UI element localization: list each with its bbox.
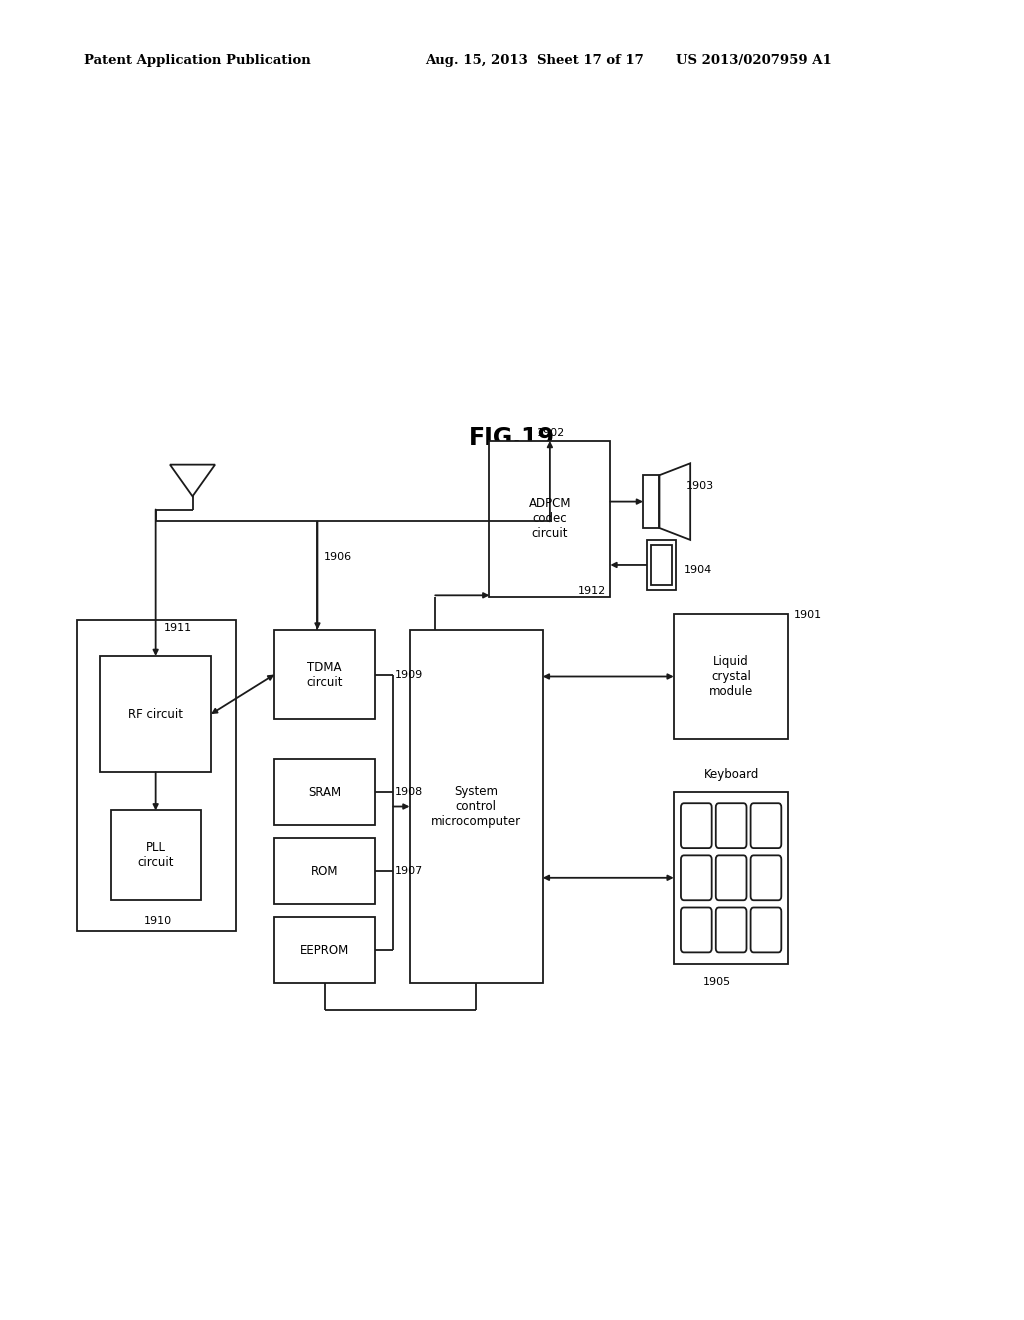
Bar — [489, 441, 610, 597]
Text: 1902: 1902 — [537, 428, 565, 438]
FancyBboxPatch shape — [751, 908, 781, 953]
Bar — [674, 792, 788, 964]
Text: 1908: 1908 — [395, 787, 424, 797]
Text: EEPROM: EEPROM — [300, 944, 349, 957]
Bar — [647, 540, 676, 590]
Text: System
control
microcomputer: System control microcomputer — [431, 785, 521, 828]
Text: SRAM: SRAM — [308, 785, 341, 799]
Text: 1912: 1912 — [578, 586, 606, 597]
FancyBboxPatch shape — [716, 855, 746, 900]
Bar — [274, 630, 375, 719]
Bar — [274, 838, 375, 904]
Text: Aug. 15, 2013  Sheet 17 of 17: Aug. 15, 2013 Sheet 17 of 17 — [425, 54, 644, 67]
FancyBboxPatch shape — [681, 855, 712, 900]
Text: PLL
circuit: PLL circuit — [137, 841, 174, 870]
Bar — [77, 620, 236, 931]
FancyBboxPatch shape — [751, 803, 781, 847]
Text: RF circuit: RF circuit — [128, 708, 183, 721]
Bar — [100, 656, 211, 772]
Text: 1907: 1907 — [395, 866, 424, 876]
Text: 1906: 1906 — [324, 552, 351, 562]
Text: 1901: 1901 — [794, 610, 821, 620]
Text: 1903: 1903 — [686, 480, 714, 491]
FancyBboxPatch shape — [716, 908, 746, 953]
Text: 1911: 1911 — [164, 623, 191, 634]
Bar — [274, 759, 375, 825]
FancyBboxPatch shape — [751, 855, 781, 900]
FancyBboxPatch shape — [681, 908, 712, 953]
Text: 1905: 1905 — [702, 977, 731, 987]
Text: ADPCM
codec
circuit: ADPCM codec circuit — [528, 498, 571, 540]
Text: US 2013/0207959 A1: US 2013/0207959 A1 — [676, 54, 831, 67]
Bar — [274, 917, 375, 983]
FancyBboxPatch shape — [681, 803, 712, 847]
Text: ROM: ROM — [311, 865, 338, 878]
Bar — [111, 810, 201, 900]
Text: FIG.19: FIG.19 — [469, 426, 555, 450]
Text: 1904: 1904 — [684, 565, 713, 576]
Bar — [651, 545, 672, 585]
Bar — [674, 614, 788, 739]
FancyBboxPatch shape — [716, 803, 746, 847]
Text: Keyboard: Keyboard — [703, 768, 759, 781]
Text: Patent Application Publication: Patent Application Publication — [84, 54, 310, 67]
Text: Liquid
crystal
module: Liquid crystal module — [709, 655, 754, 698]
Text: 1909: 1909 — [395, 669, 424, 680]
Text: 1910: 1910 — [143, 916, 171, 927]
Bar — [643, 475, 659, 528]
Text: TDMA
circuit: TDMA circuit — [306, 660, 343, 689]
Bar — [410, 630, 543, 983]
